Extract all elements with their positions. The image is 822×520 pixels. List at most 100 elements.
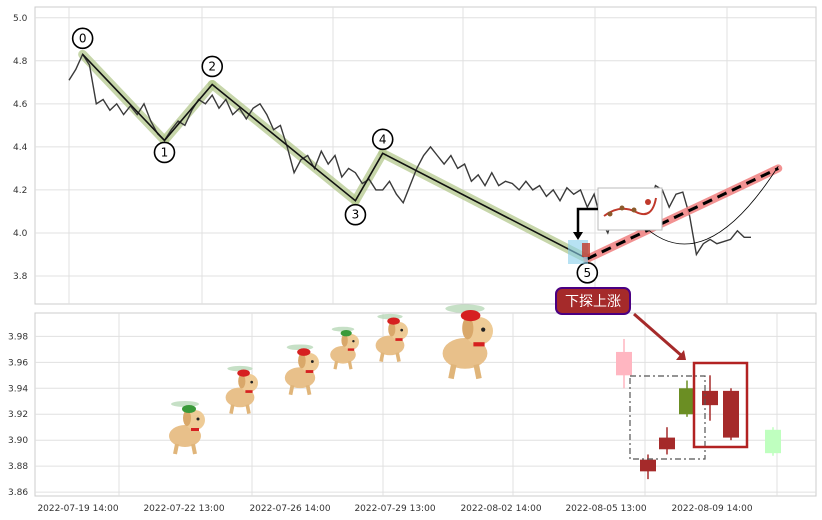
dog-eye <box>250 380 254 384</box>
top-grid <box>35 7 816 304</box>
dog-ear <box>183 410 191 426</box>
dog-ear <box>298 353 306 369</box>
x-tick-labels: 2022-07-19 14:00 2022-07-22 13:00 2022-07-… <box>37 504 752 514</box>
bottom-marker <box>582 243 590 257</box>
callout-box <box>555 287 631 315</box>
wave-point-circle <box>71 27 94 50</box>
dog-sticker <box>169 401 205 455</box>
x-tick-label: 2022-08-09 14:00 <box>671 504 752 514</box>
top-y-tick-label: 4.8 <box>13 57 28 67</box>
top-y-tick-labels: 3.8 4.0 4.2 4.4 4.6 4.8 5.0 <box>13 14 28 282</box>
x-tick-label: 2022-08-02 14:00 <box>460 504 541 514</box>
bottom-y-tick-label: 3.90 <box>8 436 28 446</box>
top-y-tick-label: 5.0 <box>13 14 28 24</box>
wave-point-label: 2 <box>208 59 216 73</box>
candle-body <box>640 459 656 472</box>
heli-body <box>460 310 481 322</box>
heli-body <box>340 330 352 337</box>
dog-ear <box>388 322 396 337</box>
wave-point-label: 4 <box>379 132 387 146</box>
candle-body <box>616 351 632 376</box>
dog-sticker <box>225 365 258 414</box>
bottom-y-tick-label: 3.92 <box>8 410 28 420</box>
wave-point-label: 5 <box>583 266 591 280</box>
dog-ear <box>238 374 246 389</box>
dog-sticker <box>442 304 493 380</box>
dog-sticker <box>284 344 319 396</box>
callout-arrow <box>633 312 683 358</box>
callout-arrow-head <box>676 350 686 360</box>
pointer-arrow-head <box>573 232 583 240</box>
candle-body <box>659 437 675 450</box>
top-y-tick-label: 4.0 <box>13 229 28 239</box>
heli-body <box>297 348 311 356</box>
dog-leg <box>191 443 197 455</box>
bottom-panel-frame <box>34 312 817 497</box>
wave-line <box>82 53 588 260</box>
dog-leg <box>379 352 385 362</box>
bottom-grid <box>35 313 816 496</box>
candle-body <box>679 388 695 415</box>
x-tick-label: 2022-07-26 14:00 <box>249 504 330 514</box>
candle-body <box>702 390 718 406</box>
dog-stickers <box>169 304 493 455</box>
pointer-arrow <box>576 207 598 232</box>
x-tick-label: 2022-07-19 14:00 <box>37 504 118 514</box>
heli-body <box>237 369 250 377</box>
heli-body <box>387 317 400 325</box>
heli-body <box>182 405 196 413</box>
wave-point-circle <box>201 55 224 78</box>
candle-body <box>765 429 781 454</box>
dog-eye <box>310 360 314 363</box>
dog-leg <box>305 384 312 396</box>
top-y-tick-label: 4.2 <box>13 186 27 196</box>
dog-collar <box>473 342 485 347</box>
dog-leg <box>473 364 482 380</box>
dog-leg <box>173 443 179 455</box>
bottom-y-tick-label: 3.88 <box>8 462 28 472</box>
dog-leg <box>288 384 295 396</box>
forecast-line <box>586 167 779 261</box>
dog-leg <box>245 404 251 414</box>
dog-eye <box>400 328 404 332</box>
dog-leg <box>229 404 235 414</box>
dog-leg <box>448 364 457 380</box>
bottom-y-tick-labels: 3.86 3.88 3.90 3.92 3.94 3.96 3.98 <box>8 332 28 498</box>
wave-point-label: 0 <box>79 31 87 45</box>
x-tick-label: 2022-07-22 13:00 <box>143 504 224 514</box>
x-tick-label: 2022-07-29 13:00 <box>354 504 435 514</box>
wave-point-label: 3 <box>352 208 360 222</box>
pattern-box-red <box>692 361 749 449</box>
dog-collar <box>305 370 314 373</box>
dog-eye <box>352 340 355 343</box>
wave-point-circle <box>344 203 367 226</box>
candle-body <box>723 390 739 438</box>
top-y-tick-label: 4.6 <box>13 100 28 110</box>
wave-point-label: 1 <box>161 145 169 159</box>
top-y-tick-label: 4.4 <box>13 143 28 153</box>
dog-leg <box>395 352 401 362</box>
bottom-y-tick-label: 3.96 <box>8 358 28 368</box>
callout-text: 下探上涨 <box>565 294 621 310</box>
dog-sticker <box>375 313 408 362</box>
dog-collar <box>245 390 253 393</box>
forecast-curve <box>641 166 779 245</box>
dog-collar <box>395 338 403 341</box>
wave-point-circle <box>153 141 176 164</box>
top-panel-frame <box>34 6 817 305</box>
bottom-y-tick-label: 3.86 <box>8 488 28 498</box>
dog-sticker <box>330 326 359 370</box>
dog-ear <box>462 317 474 340</box>
x-tick-label: 2022-08-05 13:00 <box>565 504 646 514</box>
dog-collar <box>191 428 199 431</box>
pattern-box-dashed <box>629 375 706 460</box>
bottom-y-tick-label: 3.98 <box>8 332 28 342</box>
wave-point-circle <box>371 128 394 151</box>
wave-point-labels: 0 1 2 3 4 5 <box>71 27 599 284</box>
dog-collar <box>347 348 355 351</box>
sleigh-sticker <box>597 187 663 231</box>
dog-leg <box>347 360 353 370</box>
dog-leg <box>333 360 339 370</box>
